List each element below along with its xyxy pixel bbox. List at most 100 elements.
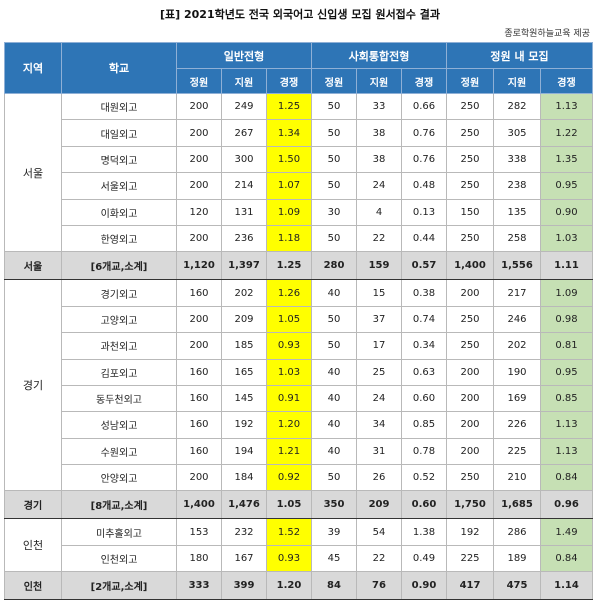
subtotal-row: 경기 [8개교,소계] 1,400 1,476 1.05 350 209 0.60 1,750 1… (4, 490, 594, 520)
subtotal-row: 서울 [6개교,소계] 1,120 1,397 1.25 280 159 0.57 1,400 1… (4, 251, 594, 281)
applicants-value: 165 (221, 358, 267, 386)
ratio-value: 1.50 (266, 145, 312, 174)
applicants-value: 54 (356, 518, 402, 546)
school-name: 서울외고 (61, 172, 177, 200)
quota-value: 200 (446, 411, 494, 439)
ratio-value: 0.13 (401, 198, 447, 226)
school-name: 대일외고 (61, 119, 177, 147)
quota-value: 40 (311, 437, 357, 466)
subtotal-applicants: 1,476 (221, 490, 267, 520)
applicants-value: 286 (493, 518, 541, 546)
applicants-value: 305 (493, 119, 541, 147)
school-name: 수원외고 (61, 437, 177, 466)
ratio-value: 1.13 (539, 437, 594, 466)
applicants-value: 190 (493, 358, 541, 386)
school-name: 김포외고 (61, 358, 177, 386)
ratio-value: 1.21 (266, 437, 312, 466)
school-name: 안양외고 (61, 464, 177, 492)
subtotal-ratio: 0.57 (401, 251, 447, 281)
quota-value: 250 (446, 464, 494, 492)
quota-value: 30 (311, 198, 357, 226)
quota-value: 50 (311, 224, 357, 253)
applicants-value: 246 (493, 305, 541, 334)
applicants-value: 338 (493, 145, 541, 174)
table-body: 서울 대원외고 200 249 1.25 50 33 0.66 250 282 1.13 대일외고 20… (4, 92, 594, 600)
table-row: 수원외고 160 194 1.21 40 31 0.78 200 225 1.13 (5, 437, 594, 466)
ratio-value: 1.22 (539, 119, 594, 147)
applicants-value: 135 (493, 198, 541, 226)
subtotal-ratio: 0.60 (401, 490, 447, 520)
quota-value: 200 (176, 305, 222, 334)
table-row: 한영외고 200 236 1.18 50 22 0.44 250 258 1.03 (5, 224, 594, 253)
table-row: 경기 경기외고 160 202 1.26 40 15 0.38 200 217 1.09 (4, 279, 594, 492)
quota-value: 200 (446, 358, 494, 386)
quota-value: 250 (446, 224, 494, 253)
source-credit: 종로학원하늘교육 제공 (504, 29, 590, 39)
ratio-value: 1.13 (539, 411, 594, 439)
subtotal-quota: 350 (311, 490, 357, 520)
quota-value: 200 (176, 92, 222, 121)
ratio-value: 0.44 (401, 224, 447, 253)
subtotal-applicants: 1,556 (493, 251, 541, 281)
subtotal-applicants: 1,397 (221, 251, 267, 281)
quota-value: 40 (311, 358, 357, 386)
table-row: 명덕외고 200 300 1.50 50 38 0.76 250 338 1.35 (5, 145, 594, 174)
subtotal-ratio: 0.96 (539, 490, 594, 520)
ratio-value: 1.07 (266, 172, 312, 200)
table-row: 안양외고 200 184 0.92 50 26 0.52 250 210 0.84 (5, 464, 594, 492)
quota-value: 50 (311, 92, 357, 121)
header-applicants: 지원 (356, 68, 402, 94)
applicants-value: 184 (221, 464, 267, 492)
ratio-value: 0.95 (539, 172, 594, 200)
applicants-value: 238 (493, 172, 541, 200)
applicants-value: 145 (221, 384, 267, 413)
subtotal-quota: 333 (176, 571, 222, 600)
quota-value: 153 (176, 518, 222, 546)
ratio-value: 0.52 (401, 464, 447, 492)
applicants-value: 232 (221, 518, 267, 546)
applicants-value: 214 (221, 172, 267, 200)
ratio-value: 1.26 (266, 279, 312, 307)
subtotal-applicants: 1,685 (493, 490, 541, 520)
ratio-value: 0.34 (401, 332, 447, 360)
ratio-value: 0.60 (401, 384, 447, 413)
header-ratio: 경쟁 (401, 68, 447, 94)
subtotal-label: [8개교,소계] (61, 490, 177, 520)
region-cell: 인천 (4, 518, 62, 573)
header-ratio: 경쟁 (539, 68, 594, 94)
applicants-value: 169 (493, 384, 541, 413)
ratio-value: 0.78 (401, 437, 447, 466)
header-quota: 정원 (446, 68, 494, 94)
subtotal-applicants: 475 (493, 571, 541, 600)
quota-value: 160 (176, 358, 222, 386)
quota-value: 200 (176, 224, 222, 253)
quota-value: 160 (176, 411, 222, 439)
quota-value: 150 (446, 198, 494, 226)
ratio-value: 1.18 (266, 224, 312, 253)
ratio-value: 1.03 (539, 224, 594, 253)
header-applicants: 지원 (493, 68, 541, 94)
ratio-value: 1.52 (266, 518, 312, 546)
subtotal-quota: 1,400 (446, 251, 494, 281)
applicants-value: 267 (221, 119, 267, 147)
ratio-value: 1.38 (401, 518, 447, 546)
table-row: 인천 미추홀외고 153 232 1.52 39 54 1.38 192 286 1.49 (4, 518, 594, 573)
quota-value: 250 (446, 145, 494, 174)
ratio-value: 1.49 (539, 518, 594, 546)
applicants-value: 300 (221, 145, 267, 174)
quota-value: 200 (446, 437, 494, 466)
applicants-value: 33 (356, 92, 402, 121)
quota-value: 39 (311, 518, 357, 546)
quota-value: 40 (311, 411, 357, 439)
quota-value: 200 (446, 384, 494, 413)
subtotal-ratio: 0.90 (401, 571, 447, 600)
subtotal-ratio: 1.11 (539, 251, 594, 281)
subtotal-region: 인천 (4, 571, 62, 600)
applicants-value: 38 (356, 119, 402, 147)
quota-value: 200 (176, 332, 222, 360)
school-name: 한영외고 (61, 224, 177, 253)
header-group-total: 정원 내 모집 (445, 42, 594, 69)
quota-value: 250 (446, 305, 494, 334)
table-row: 김포외고 160 165 1.03 40 25 0.63 200 190 0.95 (5, 358, 594, 386)
quota-value: 40 (311, 279, 357, 307)
